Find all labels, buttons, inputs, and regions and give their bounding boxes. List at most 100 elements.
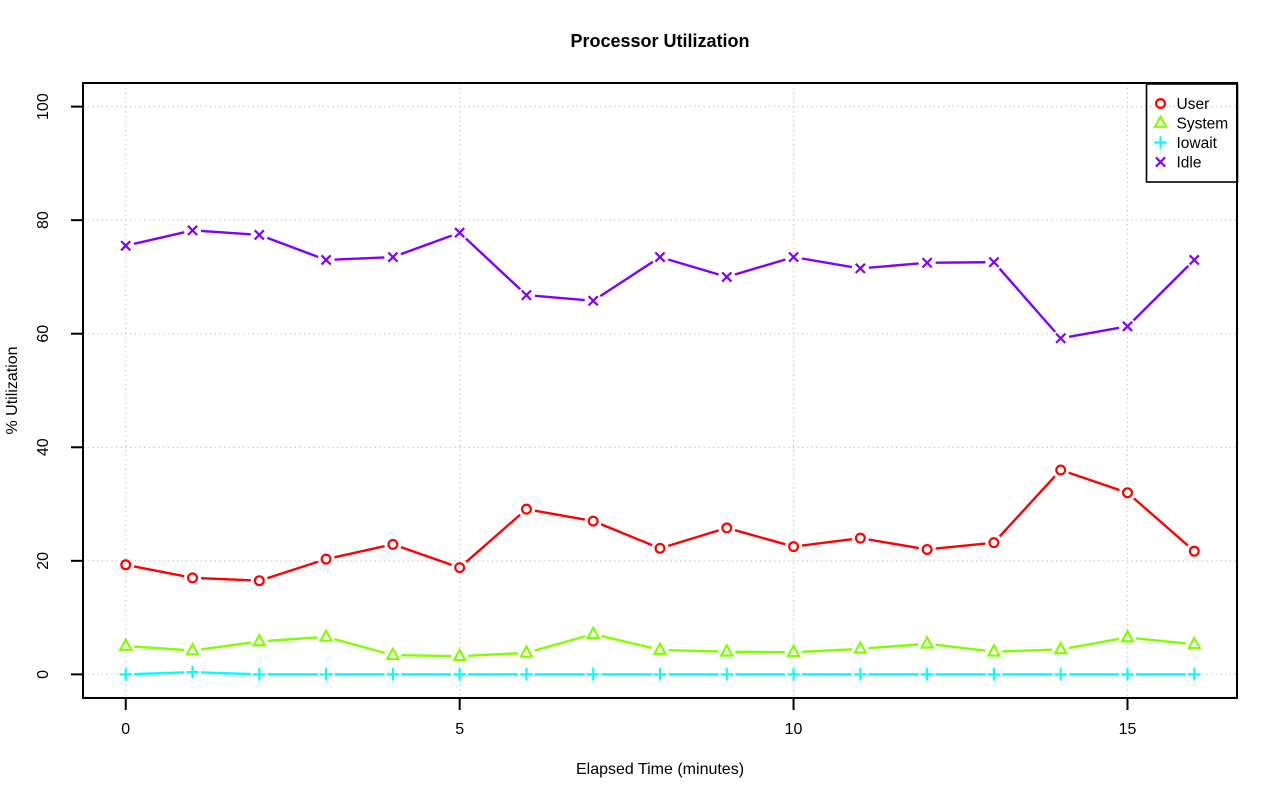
- series-segment-idle-13: [998, 267, 1056, 333]
- data-point-user-13: [988, 537, 1000, 549]
- data-point-iowait-11: [854, 668, 867, 681]
- data-point-iowait-2: [253, 668, 266, 681]
- series-segment-idle-0: [133, 231, 185, 245]
- data-point-idle-1: [187, 225, 198, 236]
- data-point-system-9: [719, 643, 735, 657]
- data-point-idle-5: [454, 227, 466, 239]
- series-segment-idle-8: [667, 258, 719, 276]
- series-segment-system-14: [1068, 637, 1120, 650]
- legend-marker-system-icon: [1153, 114, 1168, 128]
- series-segment-idle-6: [534, 294, 585, 302]
- data-point-user-16: [1188, 545, 1200, 557]
- legend-label-iowait: Iowait: [1177, 135, 1218, 152]
- legend: User System Iowait Idle: [1145, 83, 1239, 183]
- data-point-user-5: [454, 562, 466, 574]
- series-segment-system-3: [333, 637, 385, 655]
- series-segment-user-0: [133, 565, 185, 578]
- series-iowait: [119, 665, 1201, 681]
- series-segment-user-4: [400, 546, 453, 566]
- series-user: [120, 464, 1200, 587]
- legend-box: [1145, 83, 1239, 183]
- series-segment-system-15: [1135, 637, 1186, 645]
- data-point-idle-9: [721, 271, 733, 283]
- series-segment-user-2: [267, 560, 319, 580]
- data-point-iowait-0: [119, 668, 132, 681]
- x-axis-label: Elapsed Time (minutes): [576, 761, 744, 778]
- series-segment-user-1: [200, 577, 251, 582]
- y-axis-tick-label-100: 100: [35, 93, 52, 120]
- series-segment-idle-2: [266, 236, 319, 259]
- y-axis-tick-label-0: 0: [35, 670, 52, 679]
- data-point-iowait-8: [653, 668, 667, 681]
- series-segment-system-4: [401, 654, 452, 658]
- data-point-iowait-16: [1188, 668, 1201, 681]
- data-point-system-1: [185, 641, 200, 656]
- data-point-system-4: [385, 646, 401, 660]
- data-point-system-2: [251, 632, 267, 647]
- legend-label-system: System: [1177, 116, 1229, 133]
- series-segment-user-6: [534, 509, 586, 521]
- series-segment-idle-3: [334, 256, 385, 261]
- series-segment-system-2: [267, 636, 318, 643]
- data-point-user-10: [788, 541, 800, 553]
- x-axis-tick-label-10: 10: [785, 721, 803, 738]
- chart-title: Processor Utilization: [570, 31, 749, 51]
- data-point-user-6: [520, 503, 532, 515]
- data-point-idle-3: [320, 254, 332, 266]
- series-segment-idle-7: [599, 260, 654, 298]
- data-point-user-14: [1055, 464, 1067, 476]
- data-point-system-6: [519, 644, 534, 658]
- series-segment-idle-14: [1068, 326, 1120, 338]
- data-point-idle-15: [1122, 320, 1133, 332]
- data-point-idle-10: [788, 251, 799, 263]
- series-segment-idle-5: [465, 237, 522, 291]
- series-system: [118, 625, 1202, 662]
- series-segment-system-12: [935, 643, 986, 652]
- data-point-user-12: [921, 543, 933, 555]
- series-segment-user-3: [334, 545, 385, 559]
- data-point-iowait-14: [1054, 668, 1067, 681]
- data-point-iowait-3: [319, 668, 333, 681]
- data-point-iowait-13: [987, 668, 1001, 681]
- data-point-idle-14: [1055, 332, 1067, 344]
- series-segment-system-10: [801, 648, 852, 654]
- data-point-iowait-9: [720, 668, 733, 681]
- data-point-iowait-12: [920, 668, 934, 681]
- data-point-system-8: [652, 641, 668, 655]
- data-point-idle-13: [988, 256, 1000, 268]
- data-point-idle-8: [654, 251, 666, 263]
- data-point-system-10: [786, 643, 801, 658]
- data-point-user-9: [721, 522, 733, 534]
- series-segment-iowait-0: [134, 671, 185, 676]
- data-point-system-15: [1120, 628, 1135, 643]
- data-point-idle-16: [1188, 254, 1200, 266]
- data-point-user-0: [120, 559, 132, 571]
- data-point-system-3: [318, 628, 334, 642]
- series-segment-idle-1: [200, 229, 251, 236]
- y-axis-tick-label-80: 80: [35, 211, 52, 229]
- data-point-system-12: [919, 635, 935, 649]
- data-point-system-14: [1053, 640, 1069, 655]
- data-point-user-11: [854, 532, 866, 544]
- data-point-user-4: [387, 538, 399, 550]
- data-point-idle-12: [921, 257, 933, 269]
- data-point-idle-0: [120, 240, 132, 252]
- data-point-system-16: [1186, 635, 1202, 650]
- data-point-user-2: [253, 575, 265, 587]
- data-point-iowait-10: [787, 668, 800, 681]
- series-segment-user-11: [868, 538, 919, 550]
- series-segment-user-10: [801, 538, 853, 547]
- data-point-system-13: [986, 643, 1002, 657]
- y-axis-tick-label-20: 20: [35, 552, 52, 570]
- series-segment-idle-4: [400, 234, 453, 256]
- series-segment-user-8: [667, 529, 720, 547]
- data-point-idle-4: [387, 251, 399, 263]
- data-point-iowait-4: [386, 668, 400, 681]
- series-segment-idle-11: [868, 262, 919, 269]
- data-point-system-11: [852, 640, 868, 654]
- x-axis-tick-label-15: 15: [1119, 721, 1137, 738]
- series-segment-idle-15: [1132, 265, 1190, 322]
